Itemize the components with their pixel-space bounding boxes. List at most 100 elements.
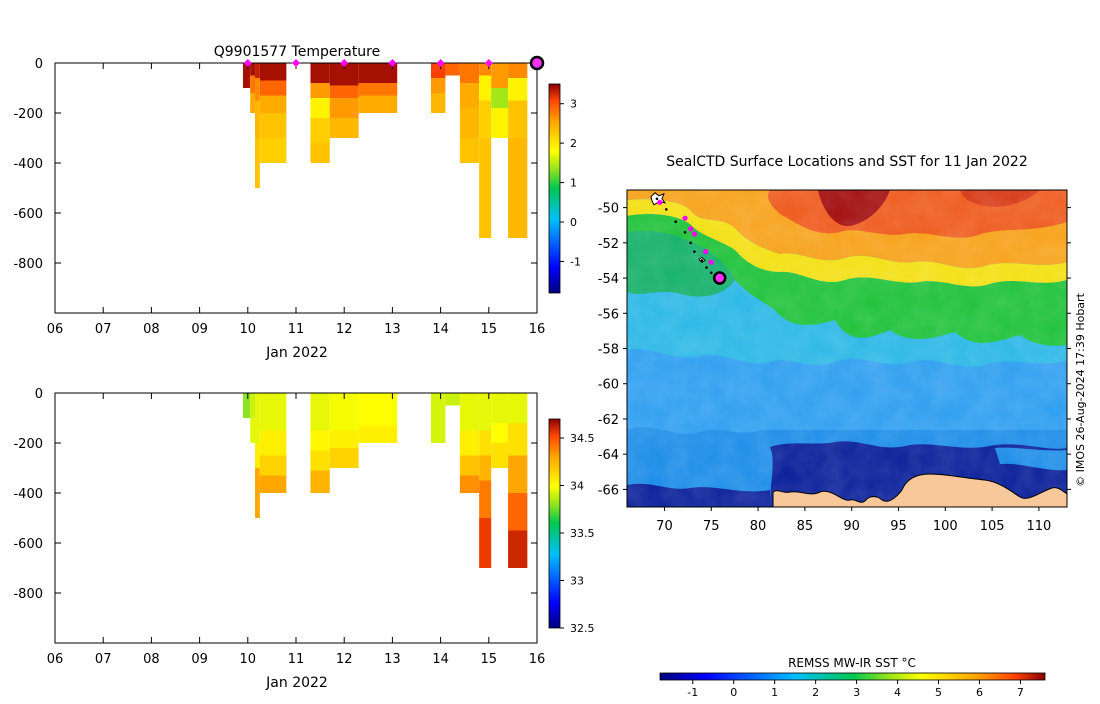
- profile-cell: [255, 78, 260, 101]
- profile-column: [310, 393, 330, 493]
- profile-column: [459, 63, 480, 163]
- profile-cell: [430, 393, 446, 443]
- profile-column: [250, 63, 256, 113]
- profile-cell: [259, 95, 287, 113]
- surface-marker: [243, 59, 252, 67]
- profile-cell: [310, 118, 330, 143]
- y-tick-label: -800: [13, 257, 43, 272]
- profile-cell: [430, 63, 446, 78]
- salinity-y-axis: 0 -200 -400 -600 -800: [13, 387, 537, 602]
- profile-cell: [445, 393, 460, 406]
- x-tick-label: 14: [432, 322, 449, 337]
- profile-cell: [491, 443, 509, 468]
- map-x-tick-label: 75: [703, 519, 720, 534]
- profile-cell: [491, 393, 509, 423]
- map-y-tick-label: -52: [598, 237, 619, 252]
- profile-cell: [250, 418, 256, 443]
- x-tick-label: 08: [143, 652, 160, 667]
- profile-cell: [242, 63, 251, 88]
- cbar-tick-label: 34: [570, 480, 584, 493]
- track-point: [689, 241, 692, 245]
- profile-cell: [479, 518, 492, 568]
- cbar-tick-label: 1: [570, 177, 577, 190]
- profile-cell: [459, 63, 480, 83]
- map-y-tick-label: -56: [598, 307, 619, 322]
- profile-cell: [259, 63, 287, 81]
- profile-cell: [310, 470, 330, 493]
- temperature-colorbar: [548, 83, 561, 294]
- profile-cell: [310, 63, 330, 83]
- sst-field: [627, 190, 1067, 507]
- map-x-tick-label: 110: [1027, 519, 1052, 534]
- profile-cell: [430, 93, 446, 113]
- profile-column: [259, 393, 287, 493]
- profile-cell: [479, 455, 492, 481]
- map-y-tick-label: -62: [598, 413, 619, 428]
- y-tick-label: -600: [13, 537, 43, 552]
- profile-cell: [508, 100, 528, 138]
- y-tick-label: 0: [35, 387, 43, 402]
- profile-cell: [508, 455, 528, 493]
- profile-column: [479, 393, 492, 568]
- map-x-tick-label: 85: [797, 519, 814, 534]
- sealctd-location: [708, 259, 714, 265]
- cbar-tick-label: 2: [570, 137, 577, 150]
- sst-colorbar-ticks: -1 0 1 2 3 4 5 6 7: [687, 680, 1024, 699]
- sealctd-location: [688, 226, 694, 232]
- profile-cell: [479, 480, 492, 518]
- profile-column: [479, 63, 492, 238]
- profile-cell: [242, 393, 251, 418]
- profile-cell: [329, 63, 359, 86]
- y-tick-label: -400: [13, 157, 43, 172]
- y-tick-label: 0: [35, 57, 43, 72]
- map-x-tick-label: 95: [890, 519, 907, 534]
- salinity-colorbar-ticks: 34.5 34 33.5 33 32.5: [560, 432, 595, 635]
- profile-cell: [491, 88, 509, 108]
- profile-column: [259, 63, 287, 163]
- profile-cell: [329, 118, 359, 138]
- profile-cell: [310, 83, 330, 98]
- y-tick-label: -800: [13, 587, 43, 602]
- profile-cell: [329, 448, 359, 468]
- profile-column: [329, 63, 359, 138]
- surface-marker: [388, 59, 397, 67]
- temperature-profiles: [242, 63, 528, 238]
- track-point: [674, 220, 677, 223]
- salinity-profiles: [242, 393, 528, 568]
- sst-cbar-tick-label: 1: [771, 686, 778, 699]
- map-x-tick-label: 105: [980, 519, 1005, 534]
- profile-cell: [508, 393, 528, 423]
- sealctd-location: [657, 199, 663, 205]
- x-tick-label: 12: [336, 652, 353, 667]
- profile-cell: [259, 113, 287, 138]
- surface-marker: [436, 59, 445, 67]
- profile-cell: [358, 393, 398, 426]
- cbar-tick-label: 32.5: [570, 622, 595, 635]
- sst-colorbar: [659, 672, 1046, 681]
- profile-cell: [310, 98, 330, 118]
- profile-cell: [508, 138, 528, 238]
- profile-cell: [255, 393, 260, 443]
- x-tick-label: 12: [336, 322, 353, 337]
- x-tick-label: 14: [432, 652, 449, 667]
- map-y-tick-label: -60: [598, 378, 619, 393]
- profile-cell: [310, 430, 330, 451]
- cbar-tick-label: 33: [570, 575, 584, 588]
- profile-cell: [491, 63, 509, 88]
- profile-cell: [491, 423, 509, 443]
- map-y-tick-label: -54: [598, 272, 619, 287]
- surface-marker: [340, 59, 349, 67]
- profile-column: [445, 63, 460, 76]
- sst-cbar-tick-label: 5: [935, 686, 942, 699]
- salinity-panel: 0 -200 -400 -600 -800 06 07 08 09 10 11 12 13 14 15 16…: [13, 387, 594, 691]
- profile-cell: [250, 63, 256, 76]
- x-tick-label: 08: [143, 322, 160, 337]
- sst-cbar-tick-label: 4: [894, 686, 901, 699]
- profile-cell: [479, 393, 492, 431]
- track-point: [665, 208, 668, 211]
- x-tick-label: 06: [47, 322, 64, 337]
- x-tick-label: 16: [529, 652, 546, 667]
- y-tick-label: -200: [13, 107, 43, 122]
